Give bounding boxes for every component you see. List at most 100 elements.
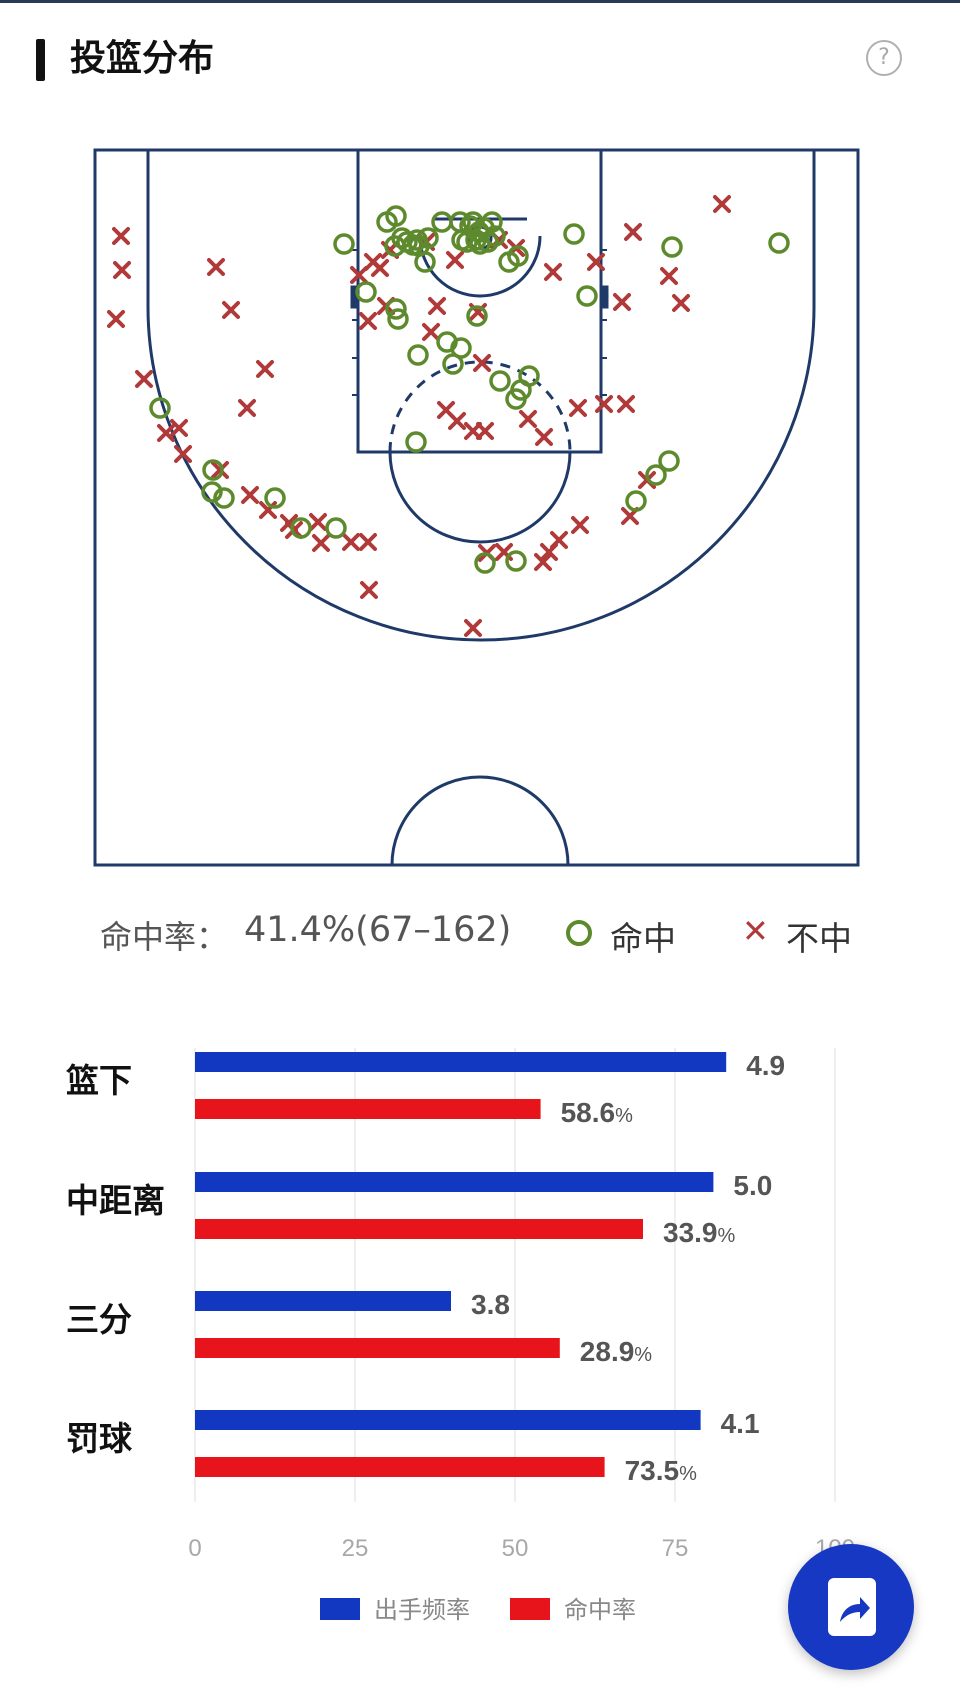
missed-shot-marker — [309, 513, 327, 531]
section-title: 投篮分布 — [70, 38, 215, 79]
missed-shot-marker — [174, 445, 192, 463]
hit-rate-bar — [195, 1219, 643, 1239]
missed-shot-marker — [222, 301, 240, 319]
missed-shot-marker — [544, 263, 562, 281]
attempt-rate-bar — [195, 1291, 451, 1311]
missed-shot-marker — [476, 422, 494, 440]
made-shot-marker — [405, 431, 427, 453]
missed-shot-marker — [207, 258, 225, 276]
bar-value-label: 3.8 — [471, 1289, 510, 1320]
block-right — [599, 285, 609, 309]
missed-shot-marker — [464, 619, 482, 637]
hit-rate-bar — [195, 1457, 605, 1477]
missed-shot-marker — [241, 486, 259, 504]
made-shot-marker — [201, 481, 223, 503]
made-shot-marker — [385, 205, 407, 227]
shot-chart-court — [93, 148, 860, 867]
made-shot-marker — [396, 231, 418, 253]
free-throw-circle-top — [388, 451, 572, 544]
missed-shot-marker — [519, 410, 537, 428]
missed-shot-marker — [157, 424, 175, 442]
missed-shot-marker — [540, 543, 558, 561]
bar-value-label: 4.9 — [746, 1050, 785, 1081]
category-label: 罚球 — [66, 1419, 133, 1458]
shot-summary: 命中率： 41.4%(67–162) 命中 ✕ 不中 — [100, 908, 940, 958]
made-shot-marker — [290, 517, 312, 539]
hit-rate-bar — [195, 1338, 560, 1358]
cross-icon: ✕ — [742, 912, 769, 950]
made-shot-marker — [658, 450, 680, 472]
made-shot-marker — [518, 365, 540, 387]
made-shot-marker — [563, 223, 585, 245]
court-boundary — [93, 148, 860, 867]
attempt-rate-bar — [195, 1052, 727, 1072]
missed-shot-marker — [211, 461, 229, 479]
missed-shot-marker — [256, 360, 274, 378]
missed-shot-marker — [448, 412, 466, 430]
made-shot-marker — [466, 305, 488, 327]
missed-shot-marker — [135, 370, 153, 388]
missed-shot-marker — [113, 261, 131, 279]
missed-shot-marker — [422, 323, 440, 341]
made-shot-marker — [489, 370, 511, 392]
missed-shot-marker — [112, 227, 130, 245]
field-goal-rate-value: 41.4%(67–162) — [244, 910, 512, 950]
x-tick-label: 25 — [342, 1535, 369, 1562]
made-shot-marker — [625, 490, 647, 512]
legend-make-label: 命中 — [610, 919, 676, 958]
missed-shot-marker — [342, 533, 360, 551]
made-shot-marker — [442, 353, 464, 375]
made-shot-marker — [202, 459, 224, 481]
share-icon — [828, 1578, 876, 1636]
help-circle-icon[interactable]: ? — [866, 40, 902, 76]
half-court-circle — [390, 775, 570, 866]
missed-shot-marker — [534, 553, 552, 571]
made-shot-marker — [484, 225, 506, 247]
missed-shot-marker — [617, 395, 635, 413]
made-shot-marker — [431, 211, 453, 233]
missed-shot-marker — [359, 533, 377, 551]
missed-shot-marker — [360, 581, 378, 599]
free-throw-circle-bottom — [388, 360, 572, 453]
missed-shot-marker — [713, 195, 731, 213]
made-shot-marker — [264, 487, 286, 509]
made-shot-marker — [385, 298, 407, 320]
share-button[interactable] — [788, 1544, 914, 1670]
circle-icon — [566, 920, 592, 946]
bar-value-label: 73.5% — [625, 1455, 698, 1486]
missed-shot-marker — [624, 223, 642, 241]
x-tick-label: 0 — [188, 1535, 201, 1562]
attempt-rate-bar — [195, 1172, 714, 1192]
made-shot-marker — [407, 344, 429, 366]
bar-value-label: 5.0 — [733, 1170, 772, 1201]
made-shot-marker — [645, 464, 667, 486]
missed-shot-marker — [428, 297, 446, 315]
made-shot-marker — [387, 308, 409, 330]
missed-shot-marker — [587, 253, 605, 271]
legend-swatch — [320, 1598, 360, 1620]
attempt-rate-bar — [195, 1410, 701, 1430]
missed-shot-marker — [350, 266, 368, 284]
bar-value-label: 33.9% — [663, 1217, 736, 1248]
legend-miss-label: 不中 — [786, 919, 852, 958]
top-divider — [0, 0, 960, 3]
bar-value-label: 58.6% — [561, 1097, 634, 1128]
bar-value-label: 4.1 — [721, 1408, 760, 1439]
made-shot-marker — [333, 233, 355, 255]
made-shot-marker — [355, 281, 377, 303]
hit-rate-bar — [195, 1099, 541, 1119]
made-shot-marker — [474, 552, 496, 574]
made-shot-marker — [459, 215, 481, 237]
made-shot-marker — [768, 232, 790, 254]
category-label: 中距离 — [66, 1181, 165, 1220]
made-shot-marker — [325, 517, 347, 539]
legend-label: 命中率 — [564, 1596, 636, 1624]
missed-shot-marker — [312, 534, 330, 552]
missed-shot-marker — [672, 294, 690, 312]
bar-value-suffix: % — [679, 1463, 697, 1485]
missed-shot-marker — [595, 395, 613, 413]
bar-value-label: 28.9% — [580, 1336, 653, 1367]
missed-shot-marker — [170, 419, 188, 437]
category-label: 三分 — [66, 1300, 132, 1339]
